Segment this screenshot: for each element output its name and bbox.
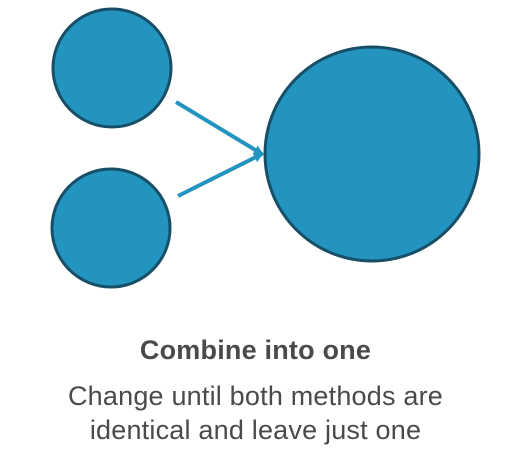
caption-body: Change until both methods are identical … — [0, 379, 511, 447]
caption-title: Combine into one — [139, 335, 372, 365]
small-circle-bottom — [50, 167, 172, 289]
merge-diagram — [50, 7, 481, 289]
caption-body-line-1: Change until both methods are — [67, 381, 444, 411]
large-circle — [263, 45, 481, 263]
small-circle-top — [51, 7, 173, 129]
arrow-top — [174, 100, 264, 156]
arrow-bottom — [177, 152, 264, 198]
caption-body-line-2: identical and leave just one — [89, 415, 422, 445]
